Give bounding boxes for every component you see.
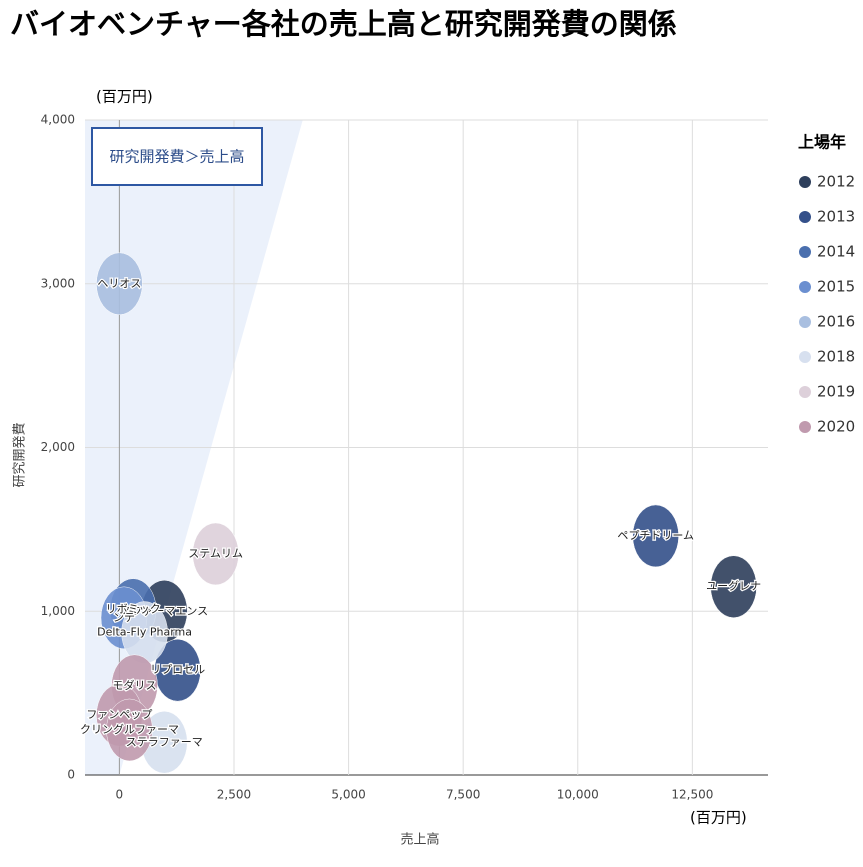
annotation-text: 研究開発費＞売上高 [109, 148, 244, 166]
bubble [710, 555, 757, 618]
bubble [106, 698, 153, 762]
legend-label: 2018 [817, 348, 855, 366]
bubble-label: ンテ [113, 611, 135, 624]
bubble-label: スファーマエンス [120, 604, 208, 617]
x-tick-label: 10,000 [557, 788, 599, 802]
y-axis-title: 研究開発費 [13, 422, 28, 487]
bubble [192, 522, 239, 586]
y-tick-label: 2,000 [41, 440, 75, 454]
x-axis-title: 売上高 [400, 832, 439, 848]
legend-label: 2016 [817, 313, 855, 331]
bubble-label: ユーグレナ [706, 579, 761, 593]
bubble-label: モダリス [113, 678, 157, 692]
bubble-label: リボミック [106, 603, 161, 616]
bubble [96, 252, 143, 315]
x-tick-label: 2,500 [217, 788, 251, 802]
y-tick-label: 4,000 [41, 113, 75, 127]
legend-label: 2013 [817, 208, 855, 226]
bubble-label: ペプチドリーム [617, 529, 694, 542]
legend-swatch [799, 211, 811, 223]
bubble-label: ステムリム [188, 547, 243, 560]
y-tick-label: 0 [67, 768, 75, 782]
legend-swatch [799, 386, 811, 398]
legend-swatch [799, 176, 811, 188]
legend-label: 2015 [817, 278, 855, 296]
x-unit: (百万円) [690, 809, 747, 827]
y-unit: (百万円) [96, 88, 153, 106]
legend-swatch [799, 421, 811, 433]
bubble-label: ファンペップ [86, 708, 152, 721]
legend-swatch [799, 246, 811, 258]
bubble-label: ヘリオス [97, 277, 141, 290]
bubble-label: クリングルファーマ [80, 722, 179, 736]
bubble-label: リプロセル [150, 663, 205, 676]
chart-title: バイオベンチャー各社の売上高と研究開発費の関係 [10, 7, 677, 41]
legend-swatch [799, 351, 811, 363]
legend-swatch [799, 316, 811, 328]
y-tick-label: 1,000 [41, 604, 75, 618]
x-tick-label: 5,000 [331, 788, 365, 802]
x-tick-label: 12,500 [671, 788, 713, 802]
y-tick-label: 3,000 [41, 276, 75, 290]
bubble-label: Delta-Fly Pharma [97, 626, 192, 639]
bubble-label: ステラファーマ [126, 735, 203, 748]
legend-label: 2020 [817, 418, 855, 436]
x-tick-label: 7,500 [446, 788, 480, 802]
legend-label: 2012 [817, 173, 855, 191]
annotation-box [91, 127, 263, 186]
legend-swatch [799, 281, 811, 293]
legend-label: 2014 [817, 243, 855, 261]
bubble [632, 504, 679, 568]
legend-label: 2019 [817, 383, 855, 401]
legend-title: 上場年 [798, 133, 846, 152]
x-tick-label: 0 [116, 788, 124, 802]
